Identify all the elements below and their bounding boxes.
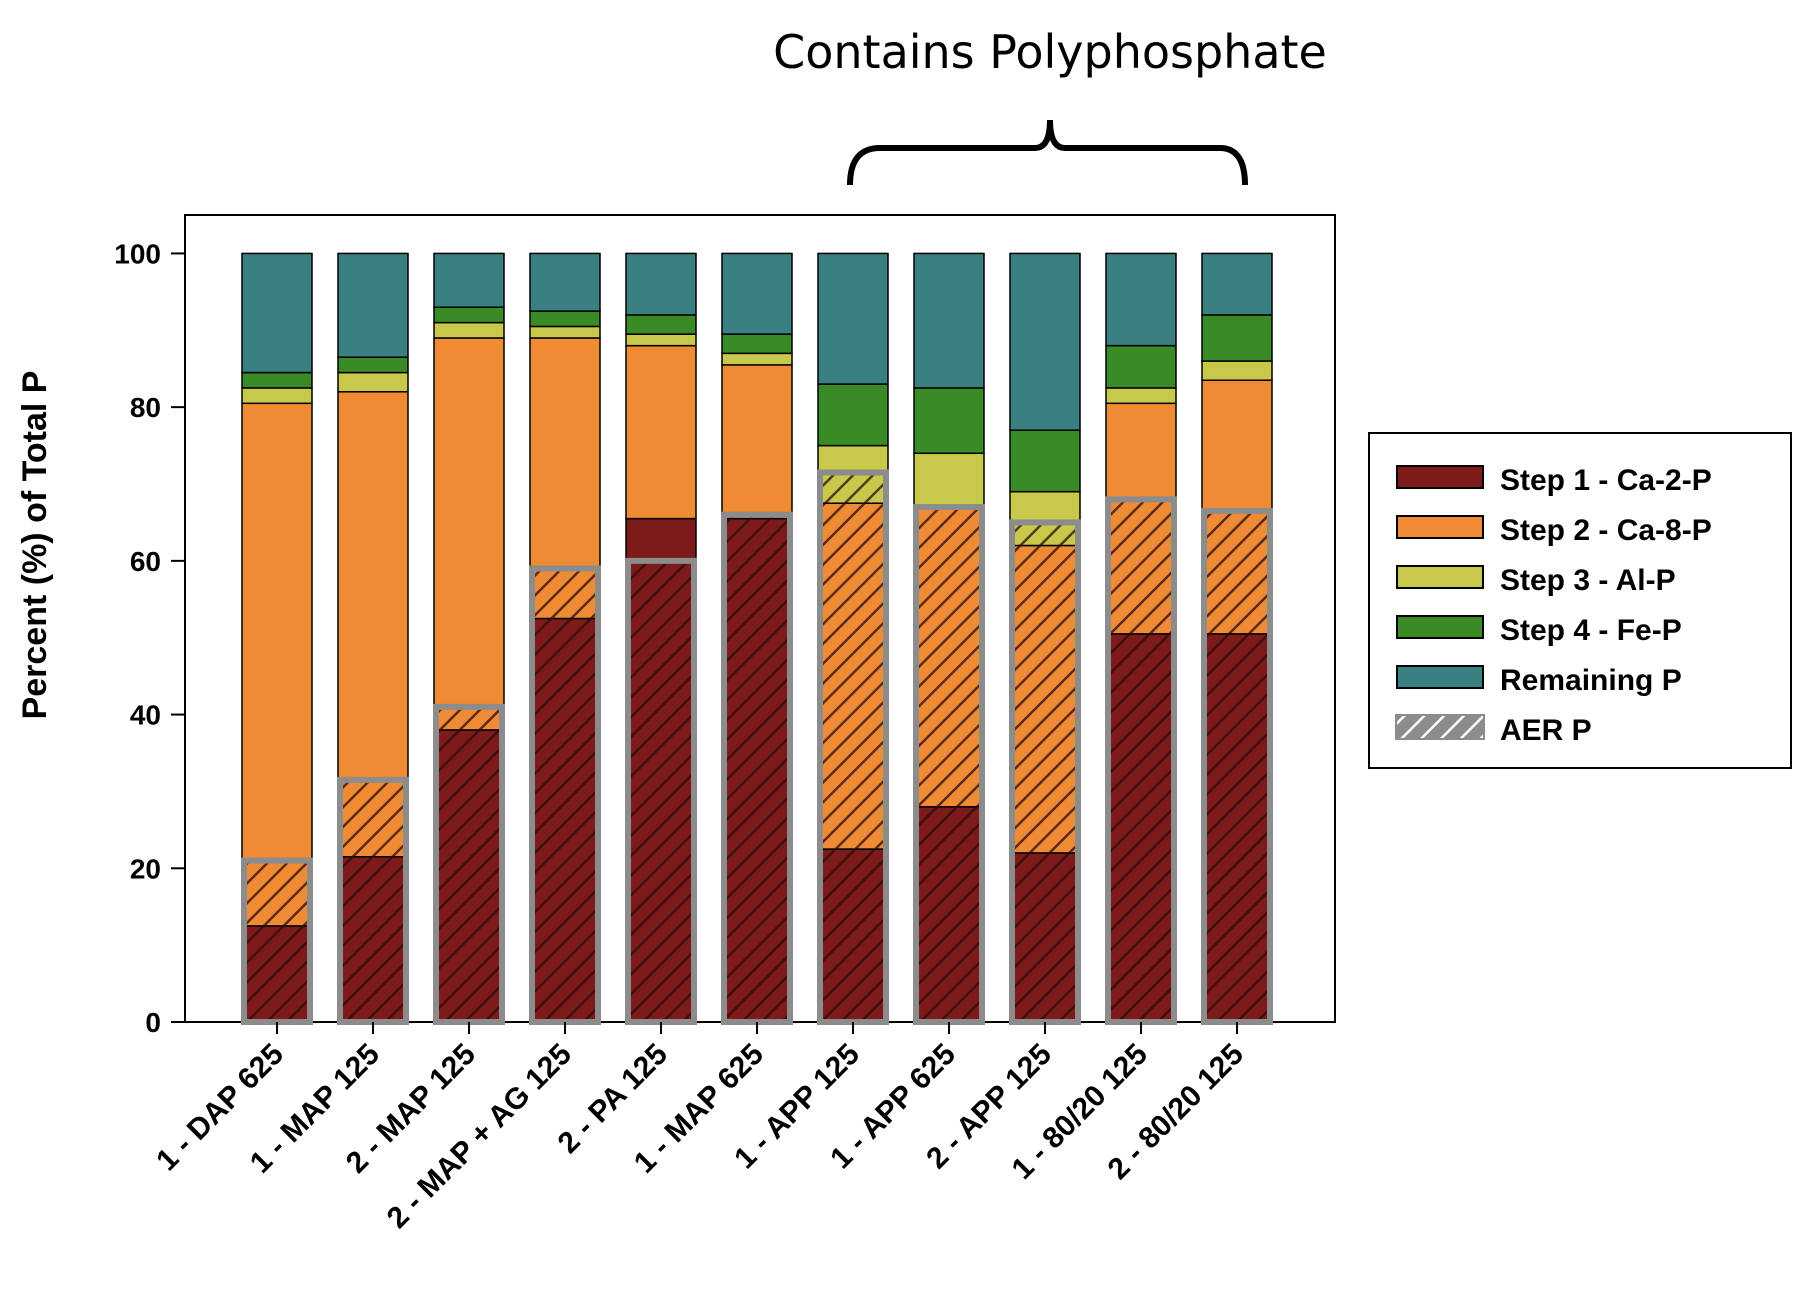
y-tick-label: 80 [130,392,161,423]
y-tick-label: 40 [130,700,161,731]
bar-segment-step-4-fe-p [817,383,889,447]
aer-p-hatch [820,472,886,1022]
legend-label: Step 4 - Fe-P [1500,614,1682,647]
y-tick-label: 0 [145,1007,161,1038]
y-tick-label: 100 [114,238,161,269]
bar-segment-step-4-fe-p [241,371,313,389]
bar-segment-step-3-al-p [241,387,313,405]
legend-label: Step 1 - Ca-2-P [1500,464,1712,497]
legend-swatch [1396,615,1484,639]
aer-p-hatch [1108,499,1174,1022]
bracket-label: Contains Polyphosphate [773,25,1327,79]
bar-segment-step-2-ca-8-p [625,344,697,520]
legend-label: Step 3 - Al-P [1500,564,1676,597]
bar-segment-step-2-ca-8-p [241,402,313,927]
bar-segment-step-2-ca-8-p [721,364,793,520]
legend-swatch [1396,565,1484,589]
bracket-shape [847,119,1248,186]
bar-segment-step-3-al-p [529,325,601,339]
bar-segment-step-3-al-p [721,352,793,366]
aer-p-hatch [724,514,790,1022]
bar-segment-remaining-p [817,252,889,385]
bar-segment-remaining-p [1009,252,1081,431]
bar-segment-step-3-al-p [1201,360,1273,381]
aer-p-hatch [532,568,598,1022]
legend-swatch [1396,665,1484,689]
bar-segment-remaining-p [625,252,697,316]
bar-segment-remaining-p [433,252,505,308]
y-axis-label: Percent (%) of Total P [16,371,54,720]
aer-p-hatch [436,706,502,1022]
bar-segment-remaining-p [913,252,985,389]
bar-segment-step-4-fe-p [433,306,505,324]
bar-segment-step-4-fe-p [337,356,409,374]
y-tick-label: 20 [130,853,161,884]
bar-segment-remaining-p [529,252,601,312]
bar-segment-remaining-p [337,252,409,358]
aer-p-hatch [1012,522,1078,1022]
aer-p-hatch [916,507,982,1022]
bar-segment-remaining-p [1201,252,1273,316]
bar-segment-step-2-ca-8-p [433,337,505,731]
bar-segment-step-3-al-p [913,452,985,508]
y-axis-ticks: 0 20 40 60 80 100 [114,238,185,1038]
aer-p-hatch [244,860,310,1022]
aer-p-hatch [628,560,694,1022]
bars-group [241,252,1273,1026]
bar-segment-step-4-fe-p [1201,314,1273,362]
legend-swatch-aer-p-hatch [1397,716,1483,738]
bar-segment-step-4-fe-p [1105,344,1177,389]
bar-segment-step-3-al-p [337,371,409,393]
legend-swatch [1396,515,1484,539]
bar-segment-step-3-al-p [1105,387,1177,405]
y-tick-label: 60 [130,546,161,577]
legend-label: AER P [1500,714,1592,747]
x-tick-label: 2 - MAP + AG 125 [381,1038,578,1235]
legend-label: Remaining P [1500,664,1682,697]
bar-segment-step-4-fe-p [1009,429,1081,493]
bar-segment-remaining-p [721,252,793,335]
legend-label: Step 2 - Ca-8-P [1500,514,1712,547]
bar-segment-step-4-fe-p [529,310,601,328]
bar-segment-step-3-al-p [433,321,505,339]
bar-segment-remaining-p [241,252,313,374]
bar-segment-step-4-fe-p [625,314,697,335]
bar-segment-step-4-fe-p [913,387,985,455]
aer-p-hatch [1204,510,1270,1022]
aer-p-hatch [340,779,406,1022]
bar-segment-remaining-p [1105,252,1177,347]
legend: Step 1 - Ca-2-P Step 2 - Ca-8-P Step 3 - A… [1395,464,1712,747]
legend-swatch [1396,465,1484,489]
bar-segment-step-3-al-p [625,333,697,347]
bar-segment-step-4-fe-p [721,333,793,355]
